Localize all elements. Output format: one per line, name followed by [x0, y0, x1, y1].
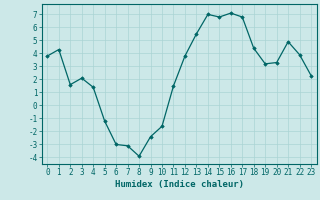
X-axis label: Humidex (Indice chaleur): Humidex (Indice chaleur): [115, 180, 244, 189]
